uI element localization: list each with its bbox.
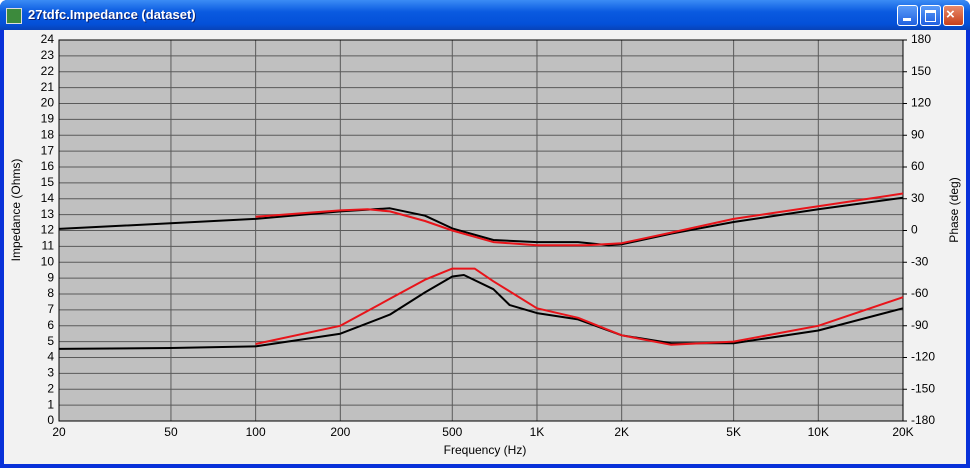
y2-tick-label: 150	[911, 64, 931, 78]
y-tick-label: 22	[41, 64, 55, 78]
y-tick-label: 5	[47, 334, 54, 348]
x-tick-label: 10K	[808, 425, 829, 439]
x-axis-label: Frequency (Hz)	[444, 443, 527, 457]
y-tick-label: 1	[47, 397, 54, 411]
y-tick-label: 20	[41, 96, 55, 110]
y2-tick-label: 180	[911, 32, 931, 46]
y2-tick-label: -180	[911, 413, 935, 427]
y-tick-label: 16	[41, 159, 55, 173]
x-tick-label: 20K	[892, 425, 913, 439]
series-line	[255, 267, 904, 346]
x-tick-label: 20	[52, 425, 66, 439]
y2-tick-label: -90	[911, 318, 929, 332]
x-tick-label: 5K	[726, 425, 741, 439]
y-tick-label: 3	[47, 366, 54, 380]
y-tick-label: 0	[47, 413, 54, 427]
x-tick-label: 1K	[530, 425, 545, 439]
y2-tick-label: -30	[911, 254, 929, 268]
y-tick-label: 15	[41, 175, 55, 189]
y2-tick-label: -150	[911, 381, 935, 395]
y-tick-label: 14	[41, 191, 55, 205]
y-tick-label: 21	[41, 80, 55, 94]
y-tick-label: 23	[41, 48, 55, 62]
y-tick-label: 13	[41, 207, 55, 221]
x-tick-label: 500	[442, 425, 462, 439]
title-bar: 27tdfc.Impedance (dataset) ×	[0, 0, 970, 30]
y-tick-label: 7	[47, 302, 54, 316]
x-tick-label: 100	[246, 425, 266, 439]
window-title: 27tdfc.Impedance (dataset)	[28, 7, 196, 22]
y2-tick-label: -120	[911, 350, 935, 364]
y-tick-label: 8	[47, 286, 54, 300]
maximize-button[interactable]	[920, 5, 941, 26]
series-line	[255, 192, 904, 247]
y2-tick-label: 0	[911, 223, 918, 237]
window-icon	[6, 8, 22, 24]
y2-tick-label: 90	[911, 127, 925, 141]
y-tick-label: 19	[41, 112, 55, 126]
y-tick-label: 24	[41, 32, 55, 46]
x-tick-label: 2K	[614, 425, 629, 439]
minimize-button[interactable]	[897, 5, 918, 26]
y2-axis-label: Phase (deg)	[947, 177, 961, 242]
y-axis-label: Impedance (Ohms)	[9, 159, 23, 262]
plot-border	[58, 39, 904, 422]
y-tick-label: 10	[41, 254, 55, 268]
y2-tick-label: 30	[911, 191, 925, 205]
y2-tick-label: 120	[911, 96, 931, 110]
y-tick-label: 9	[47, 270, 54, 284]
y-tick-label: 2	[47, 381, 54, 395]
y-tick-label: 4	[47, 350, 54, 364]
y-tick-label: 12	[41, 223, 55, 237]
y-tick-label: 17	[41, 143, 55, 157]
y2-tick-label: -60	[911, 286, 929, 300]
y2-tick-label: 60	[911, 159, 925, 173]
y-tick-label: 18	[41, 127, 55, 141]
close-button[interactable]: ×	[943, 5, 964, 26]
x-tick-label: 200	[330, 425, 350, 439]
y-tick-label: 11	[42, 239, 55, 253]
y-tick-label: 6	[47, 318, 54, 332]
x-tick-label: 50	[164, 425, 178, 439]
